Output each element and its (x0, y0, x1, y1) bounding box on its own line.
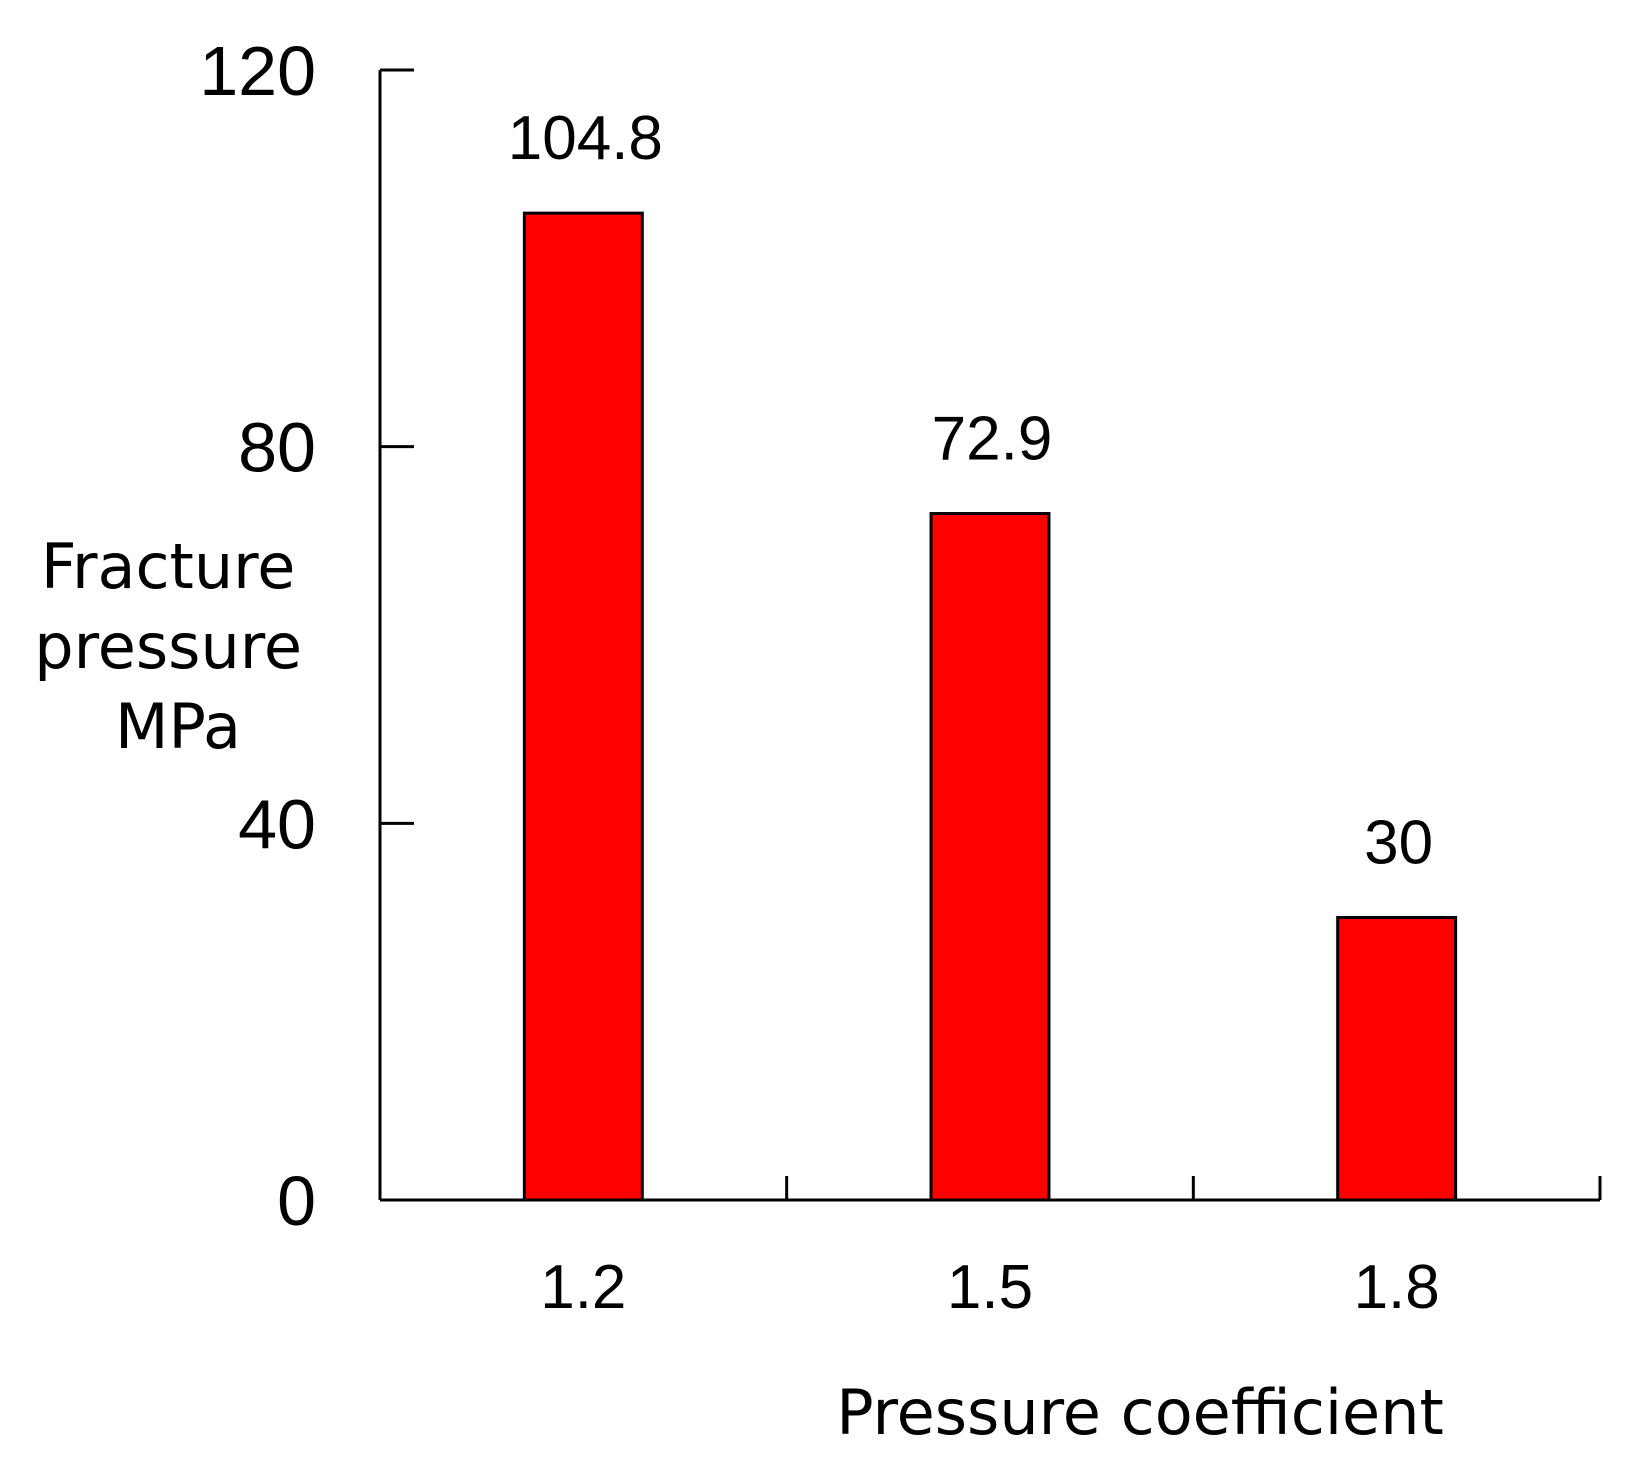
y-axis-title: Fracture pressure MPa (34, 530, 322, 763)
y-tick-label: 40 (238, 785, 316, 863)
y-axis-title-line-3: MPa (115, 690, 241, 763)
bar-1.8 (1336, 916, 1458, 1202)
data-labels: 104.8 72.9 30 (508, 104, 1433, 877)
x-tick-label: 1.2 (540, 1253, 626, 1322)
data-label: 104.8 (508, 104, 663, 173)
x-axis-title: Pressure coefficient (836, 1376, 1444, 1449)
y-axis-title-line-2: pressure (34, 610, 302, 683)
y-tick-label: 120 (199, 32, 316, 110)
y-tick-label: 80 (238, 409, 316, 487)
data-label: 30 (1364, 809, 1433, 878)
bar-1.2 (522, 211, 644, 1202)
bars (522, 211, 1458, 1202)
y-axis-title-line-1: Fracture (41, 530, 296, 603)
x-ticks: 1.2 1.5 1.8 (540, 1176, 1602, 1322)
x-tick-label: 1.5 (947, 1253, 1033, 1322)
y-ticks: 0 40 80 120 (199, 32, 414, 1240)
y-tick-label: 0 (277, 1162, 316, 1240)
x-tick-label: 1.8 (1354, 1253, 1440, 1322)
bar-1.5 (929, 512, 1051, 1202)
data-label: 72.9 (932, 405, 1053, 474)
